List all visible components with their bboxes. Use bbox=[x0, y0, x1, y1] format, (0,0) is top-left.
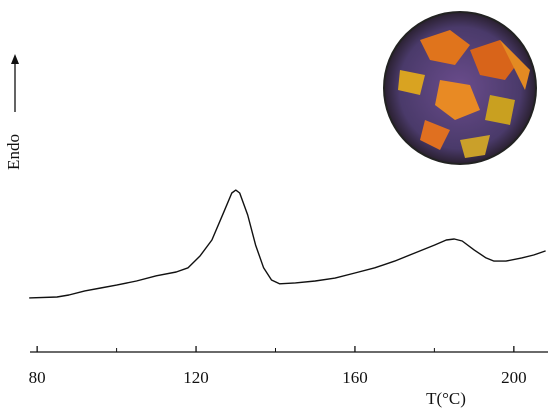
x-tick-label: 120 bbox=[183, 368, 209, 387]
y-arrow bbox=[11, 54, 19, 112]
x-tick-label: 200 bbox=[501, 368, 527, 387]
y-axis-label: Endo bbox=[4, 134, 23, 170]
x-tick-label: 160 bbox=[342, 368, 368, 387]
dsc-curve bbox=[29, 189, 546, 299]
x-tick-label: 80 bbox=[29, 368, 46, 387]
x-axis-label: T(°C) bbox=[426, 389, 466, 408]
micrograph bbox=[383, 11, 537, 165]
